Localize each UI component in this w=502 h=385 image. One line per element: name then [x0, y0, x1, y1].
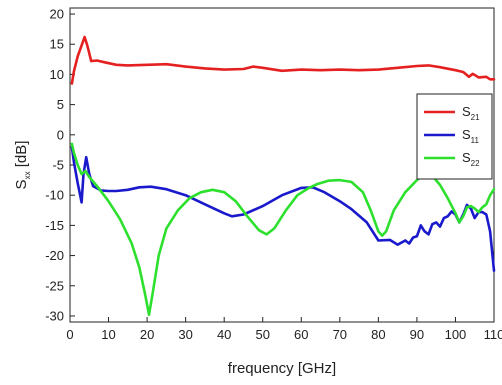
y-axis-title: Sxx [dB]: [13, 141, 32, 190]
y-tick-label: -10: [45, 188, 64, 203]
y-axis-title-main: S: [13, 179, 30, 189]
x-tick-label: 100: [445, 327, 467, 342]
x-axis-ticks: 0 10 20 30 40 50 60 70 80 90 100 110: [66, 317, 502, 342]
x-axis-title: frequency [GHz]: [228, 360, 336, 377]
y-tick-label: -5: [52, 158, 64, 173]
x-tick-label: 30: [178, 327, 192, 342]
x-tick-label: 110: [484, 327, 502, 342]
series-line-s22: [70, 142, 496, 317]
x-tick-label: 80: [371, 327, 385, 342]
x-tick-label: 90: [410, 327, 424, 342]
x-tick-label: 60: [294, 327, 308, 342]
legend-items: S21 S11 S22: [424, 104, 480, 168]
legend: S21 S11 S22: [416, 93, 493, 180]
x-tick-label: 50: [255, 327, 269, 342]
x-tick-label: 20: [140, 327, 154, 342]
y-axis-title-unit: [dB]: [13, 141, 30, 172]
legend-label-s22: S22: [462, 150, 480, 168]
legend-label-s11: S11: [462, 127, 480, 145]
y-tick-label: -20: [45, 248, 64, 263]
y-tick-label: 5: [57, 97, 64, 112]
legend-label-s21: S21: [462, 104, 480, 122]
y-tick-label: 0: [57, 127, 64, 142]
legend-box: [416, 93, 493, 180]
y-tick-label: 10: [50, 67, 64, 82]
y-tick-label: 15: [50, 37, 64, 52]
x-tick-label: 70: [333, 327, 347, 342]
x-tick-label: 40: [217, 327, 231, 342]
y-axis-ticks: -30 -25 -20 -15 -10 -5 0 5 10 15 20: [45, 7, 75, 323]
series-line-s21: [70, 35, 496, 85]
y-tick-label: -25: [45, 278, 64, 293]
y-axis-title-sub: xx: [23, 171, 32, 179]
series-lines: [70, 35, 496, 317]
y-tick-label: -15: [45, 218, 64, 233]
y-tick-label: 20: [50, 7, 64, 22]
y-tick-label: -30: [45, 308, 64, 323]
x-tick-label: 10: [101, 327, 115, 342]
x-tick-label: 0: [66, 327, 73, 342]
